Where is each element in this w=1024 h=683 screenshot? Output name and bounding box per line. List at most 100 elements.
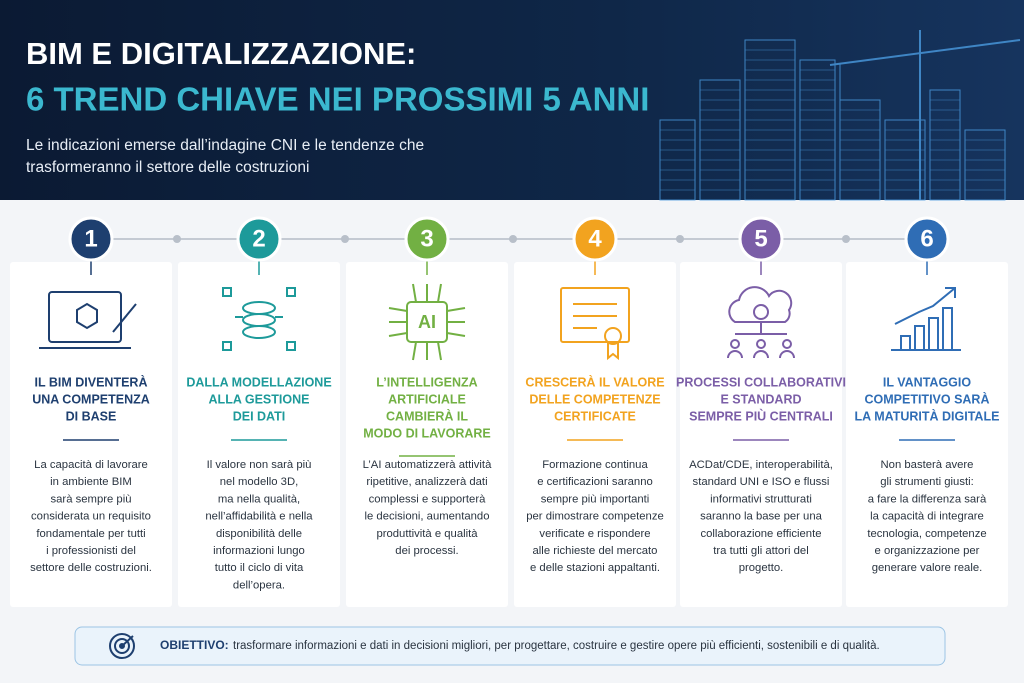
icon-shape: [48, 291, 122, 343]
subtitle-line: trasformeranno il settore delle costruzi…: [26, 159, 309, 176]
trend-heading: IL BIM DIVENTERÀ: [35, 374, 148, 389]
building: [799, 59, 836, 201]
icon-shape: [753, 350, 769, 359]
trend-card: [178, 262, 340, 607]
building: [964, 129, 1006, 201]
icon-shape: [112, 303, 137, 333]
trend-body: gli strumenti giusti:: [880, 476, 974, 488]
trend-body: nel modello 3D,: [220, 476, 299, 488]
building: [744, 39, 796, 201]
trend-body: sempre più importanti: [541, 493, 650, 505]
trend-body: a fare la differenza sarà: [868, 493, 987, 505]
trend-heading: PROCESSI COLLABORATIVI: [676, 375, 846, 389]
trend-heading: ARTIFICIALE: [388, 392, 466, 406]
number-badge: [572, 216, 618, 262]
target-icon: [109, 633, 135, 659]
trend-body: fondamentale per tutti: [36, 528, 145, 540]
icon-shape: [756, 339, 766, 349]
trend-body: in ambiente BIM: [50, 476, 132, 488]
trend-heading: COMPETITIVO SARÀ: [864, 391, 989, 406]
trend-body: alle richieste del mercato: [533, 545, 658, 557]
building: [699, 79, 741, 201]
timeline-dot: [173, 235, 181, 243]
trend-body: standard UNI e ISO e flussi: [693, 476, 830, 488]
trend-body: e organizzazione per: [875, 545, 980, 557]
trend-icon: [727, 286, 795, 359]
icon-shape: [607, 342, 619, 361]
trend-body: Non basterà avere: [881, 459, 974, 471]
building: [839, 99, 881, 201]
icon-shape: [76, 302, 98, 330]
trend-card: [346, 262, 508, 607]
trend-heading: UNA COMPETENZA: [32, 392, 150, 406]
icon-shape: [388, 307, 408, 312]
icon-shape: [437, 283, 442, 303]
trend-number: 6: [920, 225, 933, 252]
building: [884, 119, 926, 201]
trend-card: [846, 262, 1008, 607]
icon-shape: [222, 341, 232, 351]
building: [659, 119, 696, 201]
trend-heading: DALLA MODELLAZIONE: [186, 375, 331, 389]
icon-shape: [446, 332, 466, 337]
trend-icon: [560, 287, 630, 361]
icon-shape: [945, 287, 956, 298]
trend-icon: [39, 291, 137, 349]
trend-heading: CAMBIERÀ IL: [386, 408, 468, 423]
timeline-dot: [676, 235, 684, 243]
trend-heading: L’INTELLIGENZA: [376, 375, 477, 389]
trend-body: verificate e rispondere: [539, 528, 650, 540]
trend-heading: ALLA GESTIONE: [209, 392, 310, 406]
trend-number: 3: [420, 225, 433, 252]
trend-body: informativi strutturati: [710, 493, 812, 505]
timeline-dot: [842, 235, 850, 243]
trend-body: per dimostrare competenze: [526, 511, 664, 523]
trend-body: settore delle costruzioni.: [30, 562, 152, 574]
trend-number: 5: [754, 225, 767, 252]
trend-heading: MODO DI LAVORARE: [363, 426, 491, 440]
icon-label: AI: [418, 312, 436, 332]
trend-body: Il valore non sarà più: [207, 459, 312, 471]
crane-jib: [829, 39, 1021, 66]
trend-card: [680, 262, 842, 607]
trend-body: le decisioni, aumentando: [365, 511, 490, 523]
trend-body: complessi e supporterà: [369, 493, 487, 505]
trend-body: saranno la base per una: [700, 511, 823, 523]
trend-body: i professionisti del: [46, 545, 136, 557]
trend-body: tra tutti gli attori del: [713, 545, 808, 557]
trend-card: [514, 262, 676, 607]
icon-shape: [753, 304, 769, 320]
objective-box: [74, 626, 946, 666]
trend-heading: IL VANTAGGIO: [883, 375, 971, 389]
trend-heading: SEMPRE PIÙ CENTRALI: [689, 408, 833, 423]
trend-number: 4: [588, 225, 602, 252]
icon-shape: [412, 341, 417, 361]
icon-shape: [894, 287, 956, 325]
trend-body: Formazione continua: [542, 459, 648, 471]
timeline-dot: [509, 235, 517, 243]
trend-body: L’AI automatizzerà attività: [363, 459, 492, 471]
trend-body: informazioni lungo: [213, 545, 305, 557]
trend-body: progetto.: [739, 562, 784, 574]
number-badge: [68, 216, 114, 262]
trend-heading: LA MATURITÀ DIGITALE: [855, 408, 1000, 423]
trend-body: tutto il ciclo di vita: [215, 562, 304, 574]
trend-heading: CRESCERÀ IL VALORE: [525, 374, 664, 389]
icon-shape: [286, 341, 296, 351]
icon-shape: [782, 339, 792, 349]
building: [929, 89, 961, 201]
number-badge: [236, 216, 282, 262]
trend-body: sarà sempre più: [51, 493, 132, 505]
trend-icon: [891, 287, 961, 351]
trend-body: dell’opera.: [233, 579, 285, 591]
trend-body: nell’affidabilità e nella: [205, 511, 313, 523]
trend-body: e certificazioni saranno: [537, 476, 653, 488]
number-badge: [904, 216, 950, 262]
objective-text: trasformare informazioni e dati in decis…: [233, 640, 880, 652]
icon-shape: [388, 332, 408, 337]
trend-number: 2: [252, 225, 265, 252]
title-line-1: BIM E DIGITALIZZAZIONE:: [26, 36, 416, 71]
title-line-2: 6 TREND CHIAVE NEI PROSSIMI 5 ANNI: [26, 81, 649, 118]
